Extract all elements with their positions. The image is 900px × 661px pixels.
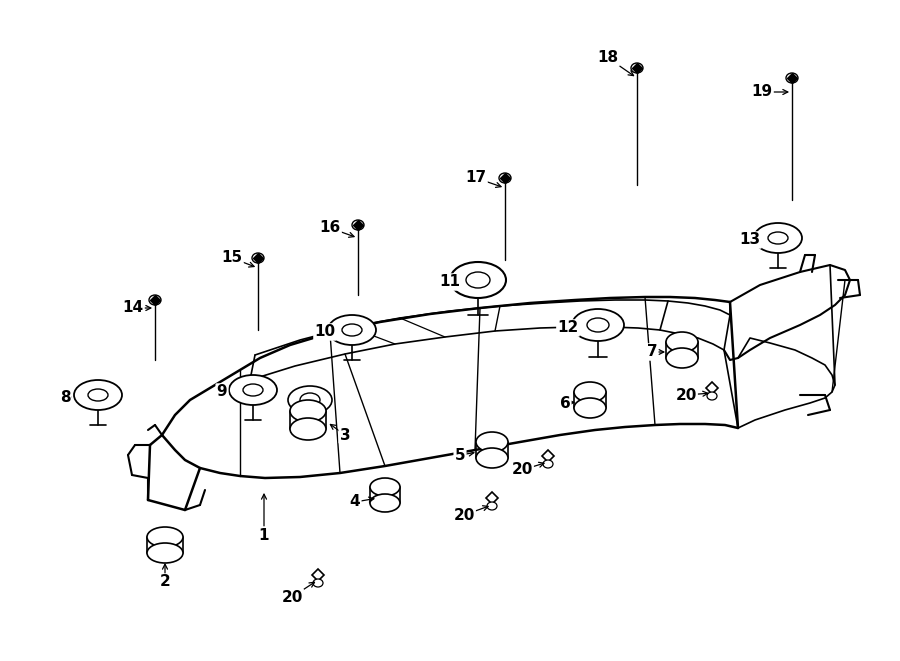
Ellipse shape — [370, 478, 400, 496]
Text: 15: 15 — [221, 251, 243, 266]
Ellipse shape — [243, 384, 263, 396]
Text: 3: 3 — [339, 428, 350, 442]
Ellipse shape — [572, 309, 624, 341]
Text: 19: 19 — [752, 85, 772, 100]
Text: 6: 6 — [560, 395, 571, 410]
Ellipse shape — [707, 392, 717, 400]
Ellipse shape — [574, 382, 606, 402]
Ellipse shape — [574, 398, 606, 418]
Ellipse shape — [754, 223, 802, 253]
Text: 14: 14 — [122, 301, 144, 315]
Text: 7: 7 — [647, 344, 657, 360]
Ellipse shape — [487, 502, 497, 510]
Ellipse shape — [499, 173, 511, 183]
Ellipse shape — [450, 262, 506, 298]
Text: 4: 4 — [350, 494, 360, 510]
Ellipse shape — [290, 400, 326, 422]
Ellipse shape — [288, 386, 332, 414]
Text: 18: 18 — [598, 50, 618, 65]
Text: 17: 17 — [465, 171, 487, 186]
Ellipse shape — [313, 579, 323, 587]
Ellipse shape — [666, 348, 698, 368]
Text: 20: 20 — [454, 508, 474, 522]
Ellipse shape — [370, 494, 400, 512]
Ellipse shape — [328, 315, 376, 345]
Ellipse shape — [768, 232, 788, 244]
Text: 2: 2 — [159, 574, 170, 590]
Ellipse shape — [290, 418, 326, 440]
Ellipse shape — [300, 393, 320, 407]
Ellipse shape — [252, 253, 264, 263]
Text: 9: 9 — [217, 385, 228, 399]
Ellipse shape — [229, 375, 277, 405]
Ellipse shape — [88, 389, 108, 401]
Text: 12: 12 — [557, 321, 579, 336]
Ellipse shape — [631, 63, 643, 73]
Ellipse shape — [342, 324, 362, 336]
Ellipse shape — [476, 432, 508, 452]
Text: 8: 8 — [59, 389, 70, 405]
Text: 5: 5 — [454, 447, 465, 463]
Ellipse shape — [543, 460, 553, 468]
Text: 20: 20 — [282, 590, 302, 605]
Text: 11: 11 — [439, 274, 461, 290]
Ellipse shape — [352, 220, 364, 230]
Text: 20: 20 — [511, 463, 533, 477]
Ellipse shape — [147, 543, 183, 563]
Text: 13: 13 — [740, 233, 760, 247]
Ellipse shape — [149, 295, 161, 305]
Ellipse shape — [476, 448, 508, 468]
Ellipse shape — [666, 332, 698, 352]
Ellipse shape — [587, 318, 609, 332]
Ellipse shape — [466, 272, 490, 288]
Text: 10: 10 — [314, 325, 336, 340]
Text: 20: 20 — [675, 387, 697, 403]
Text: 1: 1 — [259, 527, 269, 543]
Text: 16: 16 — [320, 221, 340, 235]
Ellipse shape — [74, 380, 122, 410]
Ellipse shape — [786, 73, 798, 83]
Ellipse shape — [147, 527, 183, 547]
